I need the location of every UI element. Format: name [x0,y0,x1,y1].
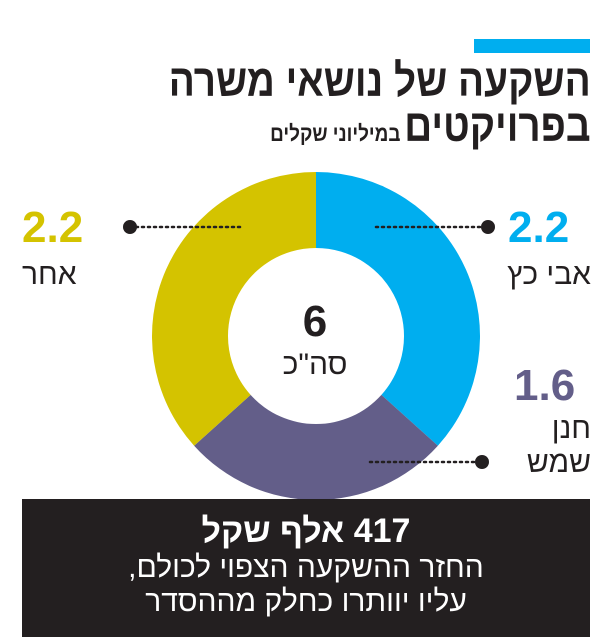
slice-other [151,172,316,446]
name-label-avi: אבי כץ [507,258,591,291]
total-value: 6 [302,297,328,346]
value-label-avi: 2.2 [508,203,570,252]
leader-hanan-dot [475,455,489,469]
footer-line-1: החזר ההשקעה הצפוי לכולם, [128,551,484,584]
footer-box: 417 אלף שקל החזר ההשקעה הצפוי לכולם, עלי… [22,499,590,637]
value-label-hanan: 1.6 [514,361,576,410]
chart-title-projects: בפרויקטים [404,100,591,151]
chart-title-line2: בפרויקטים במיליוני שקלים [271,103,591,149]
footer-line-2: עליו יוותרו כחלק מההסדר [145,585,467,618]
footer-headline: 417 אלף שקל [201,512,411,550]
chart-subtitle-unit: במיליוני שקלים [270,121,401,146]
total-label: סה"כ [282,348,348,381]
accent-bar [474,39,590,53]
slice-hanan [194,394,438,501]
name-label-hanan: חנן שמש [526,412,591,479]
chart-title: השקעה של נושאי משרה [168,55,591,106]
name-label-other: אחר [22,258,77,291]
slice-avi [316,172,480,446]
leader-other-dot [123,220,137,234]
leader-avi-dot [481,220,495,234]
value-label-other: 2.2 [22,203,84,252]
